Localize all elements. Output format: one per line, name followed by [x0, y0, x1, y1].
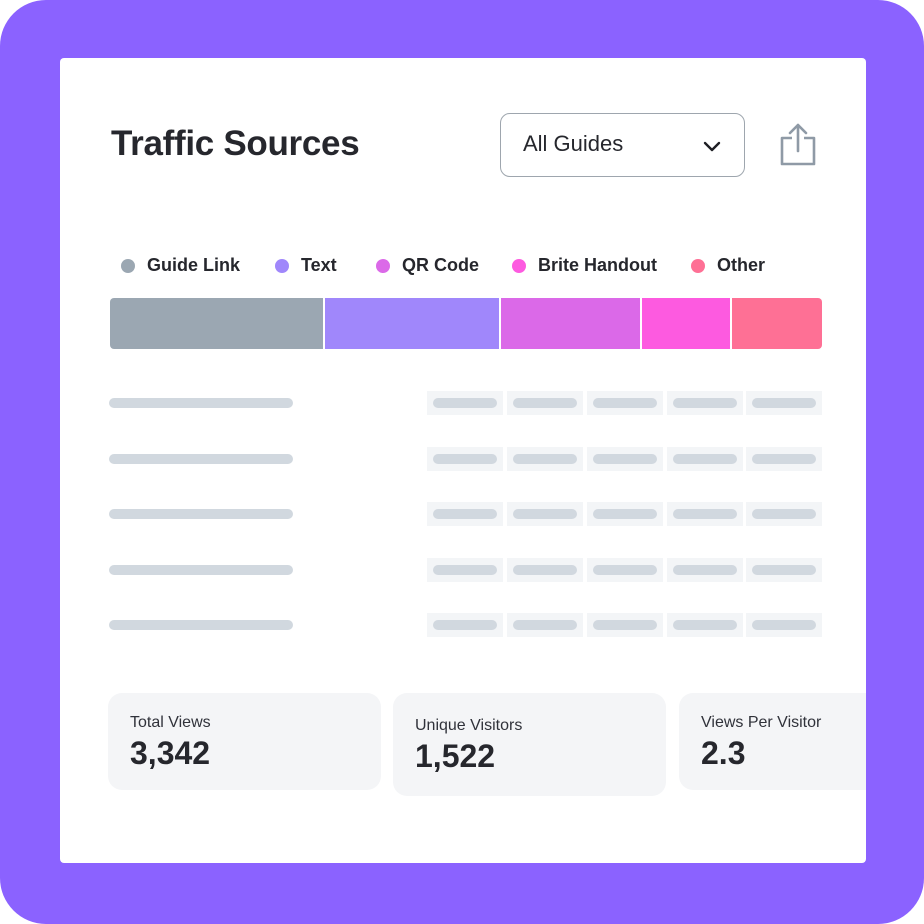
row-cell-placeholder: [427, 557, 503, 582]
table-row: [60, 613, 866, 637]
cell-skeleton: [513, 453, 577, 464]
cell-skeleton: [752, 398, 816, 408]
cell-skeleton: [433, 509, 497, 519]
guide-filter-value: All Guides: [523, 131, 624, 156]
chevron-down-icon: [703, 141, 721, 152]
stat-value: 1,522: [415, 738, 496, 774]
legend-dot: [275, 259, 289, 273]
traffic-sources-stacked-bar: [110, 298, 822, 349]
cell-skeleton: [752, 564, 816, 575]
stat-label: Views Per Visitor: [701, 714, 822, 731]
row-cell-placeholder: [746, 502, 822, 526]
cell-skeleton: [673, 620, 737, 630]
bar-segment-guide-link: [110, 298, 323, 349]
cell-skeleton: [513, 620, 577, 630]
cell-skeleton: [513, 509, 577, 519]
legend-label: Other: [717, 255, 766, 275]
cell-skeleton: [752, 453, 816, 464]
bar-segment-text: [325, 298, 499, 349]
row-name-placeholder: [109, 509, 293, 519]
stat-label: Total Views: [130, 714, 211, 731]
cell-skeleton: [593, 620, 657, 630]
row-cell-placeholder: [507, 557, 583, 582]
legend-dot: [512, 259, 526, 273]
stat-label: Unique Visitors: [415, 717, 523, 734]
legend-dot: [121, 259, 135, 273]
stat-card-total-views: Total Views 3,342: [108, 693, 381, 790]
bar-segment-other: [732, 298, 822, 349]
cell-skeleton: [433, 564, 497, 575]
stat-value: 2.3: [701, 735, 746, 771]
cell-skeleton: [433, 453, 497, 464]
row-cell-placeholder: [507, 446, 583, 471]
cell-skeleton: [433, 398, 497, 408]
cell-skeleton: [673, 564, 737, 575]
traffic-sources-card: Traffic Sources All Guides Guide Link Te…: [60, 58, 866, 863]
legend-label: Brite Handout: [538, 255, 657, 275]
row-name-placeholder: [109, 453, 293, 464]
row-name-placeholder: [109, 564, 293, 575]
row-name-placeholder: [109, 398, 293, 408]
bar-segment-brite-handout: [642, 298, 730, 349]
row-cell-placeholder: [667, 446, 743, 471]
share-icon[interactable]: [778, 122, 818, 166]
row-cell-placeholder: [587, 613, 663, 637]
table-row: [60, 391, 866, 415]
row-cell-placeholder: [427, 613, 503, 637]
table-row: [60, 502, 866, 526]
row-cell-placeholder: [507, 613, 583, 637]
cell-skeleton: [513, 564, 577, 575]
legend-label: Guide Link: [147, 255, 241, 275]
row-cell-placeholder: [667, 557, 743, 582]
legend: Guide Link Text QR Code Brite Handout Ot…: [60, 254, 866, 278]
guide-filter-dropdown[interactable]: All Guides: [500, 113, 745, 177]
cell-skeleton: [593, 564, 657, 575]
stat-card-unique-visitors: Unique Visitors 1,522: [393, 693, 666, 796]
cell-skeleton: [513, 398, 577, 408]
row-cell-placeholder: [667, 613, 743, 637]
cell-skeleton: [673, 509, 737, 519]
cell-skeleton: [673, 453, 737, 464]
stat-card-views-per-visitor: Views Per Visitor 2.3: [679, 693, 866, 790]
row-cell-placeholder: [746, 391, 822, 415]
cell-skeleton: [433, 620, 497, 630]
cell-skeleton: [752, 509, 816, 519]
legend-label: Text: [301, 255, 337, 275]
page-title: Traffic Sources: [111, 124, 360, 163]
row-cell-placeholder: [667, 502, 743, 526]
stat-value: 3,342: [130, 735, 211, 771]
row-cell-placeholder: [427, 391, 503, 415]
row-cell-placeholder: [587, 391, 663, 415]
bar-segment-qr-code: [501, 298, 640, 349]
legend-dot: [376, 259, 390, 273]
row-cell-placeholder: [587, 557, 663, 582]
row-cell-placeholder: [427, 446, 503, 471]
row-cell-placeholder: [587, 502, 663, 526]
row-cell-placeholder: [507, 502, 583, 526]
row-cell-placeholder: [667, 391, 743, 415]
legend-dot: [691, 259, 705, 273]
cell-skeleton: [673, 398, 737, 408]
cell-skeleton: [752, 620, 816, 630]
table-row: [60, 557, 866, 582]
row-cell-placeholder: [587, 446, 663, 471]
row-cell-placeholder: [746, 613, 822, 637]
cell-skeleton: [593, 398, 657, 408]
row-cell-placeholder: [746, 446, 822, 471]
row-name-placeholder: [109, 620, 293, 630]
row-cell-placeholder: [507, 391, 583, 415]
legend-label: QR Code: [402, 255, 480, 275]
row-cell-placeholder: [427, 502, 503, 526]
cell-skeleton: [593, 453, 657, 464]
table-row: [60, 446, 866, 471]
cell-skeleton: [593, 509, 657, 519]
row-cell-placeholder: [746, 557, 822, 582]
